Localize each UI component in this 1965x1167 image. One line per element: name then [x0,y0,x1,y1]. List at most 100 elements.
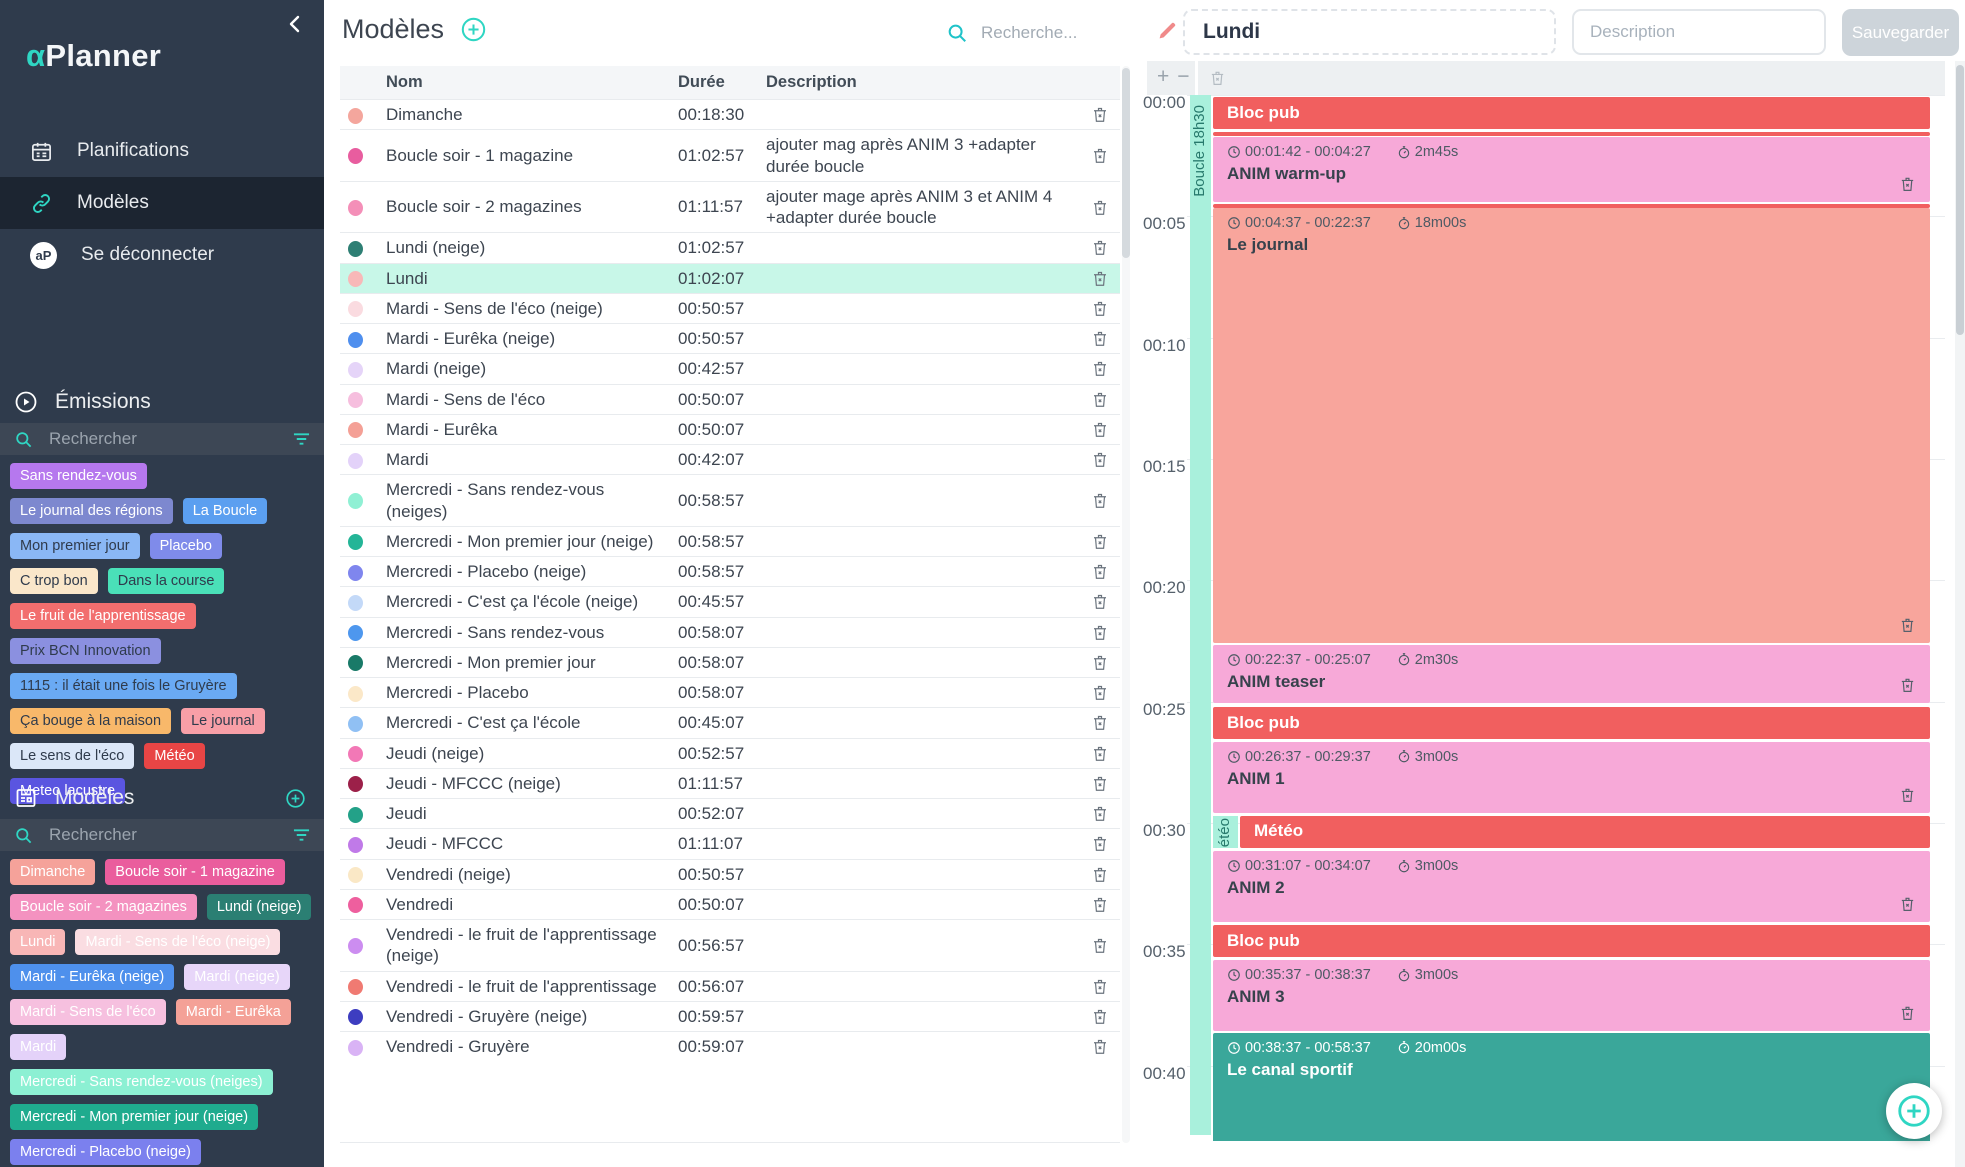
emission-tag[interactable]: Meteo lacustre [10,778,126,804]
delete-icon[interactable] [1088,359,1112,378]
delete-icon[interactable] [1899,895,1916,913]
delete-icon[interactable] [1088,623,1112,642]
table-row[interactable]: Mardi - Eurêka 00:50:07 [340,413,1120,445]
delete-icon[interactable] [1088,491,1112,510]
delete-icon[interactable] [1088,146,1112,165]
timeline-separator-block[interactable] [1213,132,1930,137]
model-name-input[interactable] [1183,9,1556,55]
table-row[interactable]: Jeudi - MFCCC 01:11:07 [340,828,1120,859]
emission-tag[interactable]: Mardi [10,1034,67,1060]
emission-tag[interactable]: C trop bon [10,568,98,594]
table-row[interactable]: Dimanche 00:18:30 [340,98,1120,130]
table-row[interactable]: Vendredi - Gruyère (neige) 00:59:57 [340,1000,1120,1032]
delete-icon[interactable] [1088,450,1112,469]
emission-tag[interactable]: Mardi - Sens de l'éco [10,999,166,1025]
emission-tag[interactable]: Mardi - Sens de l'éco (neige) [75,929,281,955]
delete-icon[interactable] [1088,865,1112,884]
sidebar-item-logout[interactable]: aP Se déconnecter [0,229,324,281]
timeline-show-block[interactable]: 00:01:42 - 00:04:27 2m45s ANIM warm-up [1213,137,1930,202]
zoom-out-button[interactable]: − [1177,65,1198,88]
table-row[interactable]: Mercredi - Placebo 00:58:07 [340,676,1120,708]
table-row[interactable]: Jeudi - MFCCC (neige) 01:11:57 [340,767,1120,799]
collapse-sidebar-icon[interactable] [286,14,302,34]
table-scrollbar[interactable] [1122,66,1130,1143]
table-row[interactable]: Mardi (neige) 00:42:57 [340,353,1120,384]
emission-tag[interactable]: Mon premier jour [10,533,140,559]
table-row[interactable]: Jeudi 00:52:07 [340,797,1120,829]
timeline-pub-block[interactable]: Bloc pub [1213,706,1930,739]
delete-icon[interactable] [1088,683,1112,702]
emission-tag[interactable]: 1115 : il était une fois le Gruyère [10,673,237,699]
table-row[interactable]: Mardi - Sens de l'éco 00:50:07 [340,383,1120,415]
filter-icon[interactable] [293,432,310,446]
table-row[interactable]: Vendredi (neige) 00:50:57 [340,858,1120,890]
table-row[interactable]: Mardi - Eurêka (neige) 00:50:57 [340,322,1120,354]
table-row[interactable]: Boucle soir - 1 magazine 01:02:57 ajoute… [340,129,1120,182]
delete-icon[interactable] [1088,977,1112,996]
emission-tag[interactable]: Mardi - Eurêka [175,999,291,1025]
table-row[interactable]: Mercredi - Mon premier jour 00:58:07 [340,646,1120,678]
delete-icon[interactable] [1088,1007,1112,1026]
delete-icon[interactable] [1088,532,1112,551]
group-strip[interactable]: Météo [1213,815,1238,849]
table-row[interactable]: Mardi - Sens de l'éco (neige) 00:50:57 [340,292,1120,324]
delete-icon[interactable] [1088,653,1112,672]
models-search-input[interactable] [981,23,1131,43]
emission-tag[interactable]: Mardi - Eurêka (neige) [10,964,175,990]
table-row[interactable]: Vendredi - le fruit de l'apprentissage 0… [340,970,1120,1002]
timeline-show-block[interactable]: 00:22:37 - 00:25:07 2m30s ANIM teaser [1213,644,1930,704]
sidebar-item-planifications[interactable]: Planifications [0,125,324,177]
timeline-scrollbar[interactable] [1955,61,1965,1167]
loop-strip[interactable]: Boucle 18h30 [1190,95,1211,1135]
emission-tag[interactable]: Boucle soir - 2 magazines [10,894,197,920]
delete-icon[interactable] [1088,299,1112,318]
emission-tag[interactable]: Placebo [149,533,222,559]
delete-icon[interactable] [1088,420,1112,439]
delete-icon[interactable] [1088,562,1112,581]
table-row[interactable]: Vendredi - Gruyère 00:59:07 [340,1031,1120,1062]
timeline-group-block[interactable]: Météo Météo [1213,815,1930,849]
table-row[interactable]: Lundi (neige) 01:02:57 [340,232,1120,263]
delete-icon[interactable] [1088,105,1112,124]
emission-tag[interactable]: La Boucle [182,498,268,524]
delete-icon[interactable] [1088,936,1112,955]
delete-icon[interactable] [1899,616,1916,634]
delete-icon[interactable] [1088,804,1112,823]
modeles-search-input[interactable] [49,825,277,845]
delete-icon[interactable] [1899,1004,1916,1022]
table-row[interactable]: Mercredi - Mon premier jour (neige) 00:5… [340,525,1120,557]
filter-icon[interactable] [293,828,310,842]
add-model-icon[interactable] [285,788,310,809]
emission-tag[interactable]: Ça bouge à la maison [10,708,172,734]
timeline-separator-block[interactable] [1213,204,1930,209]
emission-tag[interactable]: Météo [144,743,205,769]
timeline-pub-block[interactable]: Bloc pub [1213,96,1930,130]
add-model-icon[interactable] [460,16,487,43]
emission-tag[interactable]: Lundi (neige) [206,894,312,920]
delete-icon[interactable] [1088,744,1112,763]
add-block-button[interactable] [1886,1083,1942,1139]
delete-icon[interactable] [1088,834,1112,853]
delete-icon[interactable] [1088,198,1112,217]
model-description-input[interactable] [1572,9,1826,55]
emissions-search-input[interactable] [49,429,277,449]
emission-tag[interactable]: Lundi [10,929,66,955]
table-row[interactable]: Mercredi - Placebo (neige) 00:58:57 [340,555,1120,587]
table-row[interactable]: Mercredi - Sans rendez-vous 00:58:07 [340,616,1120,648]
delete-icon[interactable] [1899,676,1916,694]
emission-tag[interactable]: Le journal [181,708,265,734]
table-row[interactable]: Jeudi (neige) 00:52:57 [340,737,1120,769]
emission-tag[interactable]: Le journal des régions [10,498,173,524]
delete-icon[interactable] [1899,786,1916,804]
delete-icon[interactable] [1088,1037,1112,1056]
emission-tag[interactable]: Mardi (neige) [184,964,290,990]
sidebar-item-modeles[interactable]: Modèles [0,177,324,229]
delete-icon[interactable] [1088,895,1112,914]
table-row[interactable]: Lundi 01:02:07 [340,262,1120,294]
save-button[interactable]: Sauvegarder [1842,9,1959,56]
table-row[interactable]: Mercredi - Sans rendez-vous (neiges) 00:… [340,474,1120,527]
zoom-in-button[interactable]: + [1157,65,1178,88]
emission-tag[interactable]: Dans la course [107,568,225,594]
emission-tag[interactable]: Sans rendez-vous [10,463,147,489]
group-main-block[interactable]: Météo [1240,815,1930,849]
